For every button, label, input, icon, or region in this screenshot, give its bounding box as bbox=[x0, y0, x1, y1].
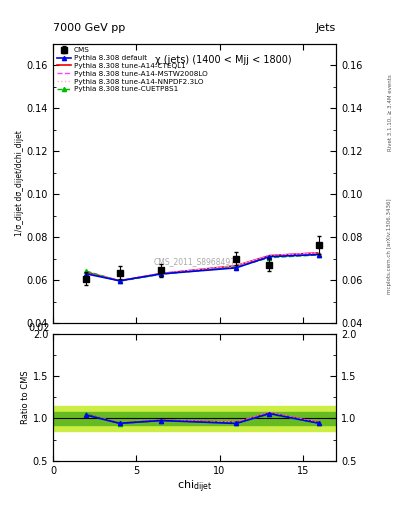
Pythia 8.308 tune-A14-CTEQL1 bbox=[159, 270, 163, 276]
Text: CMS_2011_S8968497: CMS_2011_S8968497 bbox=[154, 258, 235, 266]
Pythia 8.308 tune-A14-NNPDF2.3LO bbox=[317, 250, 322, 256]
Bar bbox=[53, 406, 336, 431]
X-axis label: chi$_{\rm dijet}$: chi$_{\rm dijet}$ bbox=[177, 478, 212, 495]
Pythia 8.308 tune-A14-NNPDF2.3LO bbox=[267, 252, 272, 259]
Pythia 8.308 tune-CUETP8S1 bbox=[117, 278, 122, 284]
Line: Pythia 8.308 default: Pythia 8.308 default bbox=[84, 252, 321, 283]
Pythia 8.308 tune-CUETP8S1 bbox=[84, 268, 89, 274]
Pythia 8.308 tune-A14-NNPDF2.3LO bbox=[234, 263, 239, 269]
Pythia 8.308 tune-A14-CTEQL1 bbox=[317, 250, 322, 256]
Line: Pythia 8.308 tune-A14-CTEQL1: Pythia 8.308 tune-A14-CTEQL1 bbox=[86, 253, 320, 281]
Pythia 8.308 default bbox=[267, 253, 272, 260]
Pythia 8.308 tune-A14-CTEQL1 bbox=[117, 278, 122, 284]
Text: Jets: Jets bbox=[316, 23, 336, 33]
Y-axis label: Ratio to CMS: Ratio to CMS bbox=[21, 370, 30, 424]
Pythia 8.308 tune-A14-MSTW2008LO bbox=[267, 252, 272, 259]
Text: 7000 GeV pp: 7000 GeV pp bbox=[53, 23, 125, 33]
Legend: CMS, Pythia 8.308 default, Pythia 8.308 tune-A14-CTEQL1, Pythia 8.308 tune-A14-M: CMS, Pythia 8.308 default, Pythia 8.308 … bbox=[57, 47, 208, 93]
Pythia 8.308 tune-A14-NNPDF2.3LO bbox=[117, 278, 122, 284]
Pythia 8.308 tune-CUETP8S1 bbox=[159, 271, 163, 278]
Pythia 8.308 tune-A14-MSTW2008LO bbox=[234, 263, 239, 269]
Line: Pythia 8.308 tune-A14-NNPDF2.3LO: Pythia 8.308 tune-A14-NNPDF2.3LO bbox=[86, 253, 320, 281]
Line: Pythia 8.308 tune-CUETP8S1: Pythia 8.308 tune-CUETP8S1 bbox=[84, 253, 321, 283]
Pythia 8.308 tune-A14-NNPDF2.3LO bbox=[159, 270, 163, 276]
Text: Rivet 3.1.10, ≥ 3.4M events: Rivet 3.1.10, ≥ 3.4M events bbox=[387, 74, 392, 151]
Bar bbox=[53, 412, 336, 425]
Pythia 8.308 tune-CUETP8S1 bbox=[234, 264, 239, 270]
Pythia 8.308 tune-A14-CTEQL1 bbox=[234, 263, 239, 269]
Pythia 8.308 tune-A14-MSTW2008LO bbox=[84, 268, 89, 274]
Pythia 8.308 tune-A14-CTEQL1 bbox=[267, 252, 272, 259]
Y-axis label: 1/σ_dijet dσ_dijet/dchi_dijet: 1/σ_dijet dσ_dijet/dchi_dijet bbox=[15, 131, 24, 237]
Text: 0.02: 0.02 bbox=[29, 324, 50, 333]
Pythia 8.308 tune-A14-MSTW2008LO bbox=[117, 278, 122, 284]
Pythia 8.308 default bbox=[317, 251, 322, 258]
Pythia 8.308 tune-A14-MSTW2008LO bbox=[159, 270, 163, 276]
Pythia 8.308 default bbox=[234, 265, 239, 271]
Line: Pythia 8.308 tune-A14-MSTW2008LO: Pythia 8.308 tune-A14-MSTW2008LO bbox=[86, 253, 320, 281]
Pythia 8.308 tune-A14-CTEQL1 bbox=[84, 269, 89, 275]
Pythia 8.308 tune-A14-NNPDF2.3LO bbox=[84, 268, 89, 274]
Pythia 8.308 default bbox=[84, 271, 89, 277]
Pythia 8.308 tune-CUETP8S1 bbox=[267, 254, 272, 261]
Text: mcplots.cern.ch [arXiv:1306.3436]: mcplots.cern.ch [arXiv:1306.3436] bbox=[387, 198, 392, 293]
Pythia 8.308 tune-CUETP8S1 bbox=[317, 252, 322, 258]
Text: χ (jets) (1400 < Mjj < 1800): χ (jets) (1400 < Mjj < 1800) bbox=[154, 55, 291, 65]
Pythia 8.308 tune-A14-MSTW2008LO bbox=[317, 250, 322, 256]
Pythia 8.308 default bbox=[117, 278, 122, 284]
Pythia 8.308 default bbox=[159, 271, 163, 277]
